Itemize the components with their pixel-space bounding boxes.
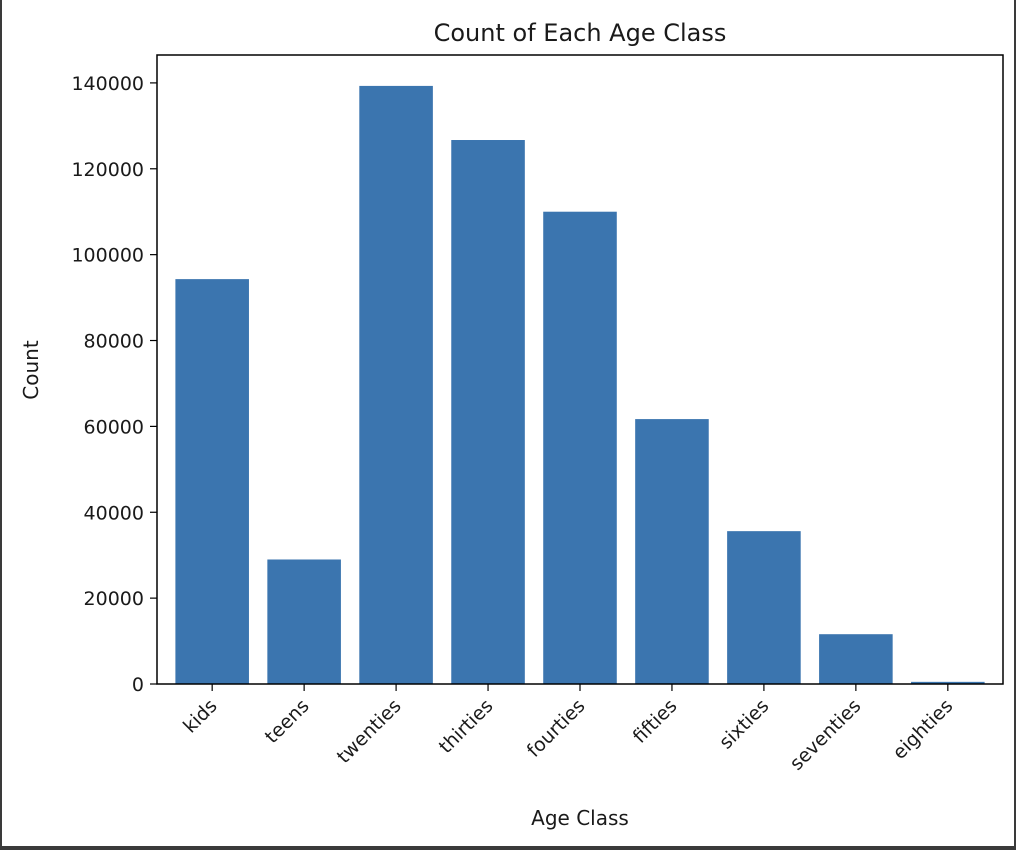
x-tick-label-teens: teens <box>261 695 314 748</box>
x-tick-label-fourties: fourties <box>523 695 590 762</box>
x-tick-label-kids: kids <box>179 695 222 738</box>
chart-title: Count of Each Age Class <box>434 19 727 47</box>
bar-fifties <box>635 419 709 684</box>
x-tick-label-twenties: twenties <box>333 695 406 768</box>
bar-fourties <box>543 211 617 684</box>
x-tick-label-thirties: thirties <box>435 695 498 758</box>
y-tick-label: 20000 <box>84 588 144 610</box>
bar-kids <box>175 279 249 684</box>
bar-teens <box>267 559 341 684</box>
plot-frame <box>156 54 1004 685</box>
bar-seventies <box>819 634 893 684</box>
bar-thirties <box>451 140 525 684</box>
bar-sixties <box>727 531 801 684</box>
y-tick-label: 80000 <box>84 331 144 353</box>
x-tick-label-eighties: eighties <box>888 695 957 764</box>
y-tick-label: 120000 <box>71 159 144 181</box>
x-axis-ticks: kids teens twenties thirties fourties fifties… <box>179 684 957 775</box>
y-axis-ticks: 0 20000 40000 60000 80000 100000 120000 140000 <box>71 73 157 696</box>
y-tick-label: 60000 <box>84 416 144 438</box>
x-axis-title: Age Class <box>531 806 629 830</box>
bar-twenties <box>359 85 433 684</box>
bar-eighties <box>911 681 985 684</box>
y-tick-label: 0 <box>132 674 144 696</box>
y-tick-label: 140000 <box>71 73 144 95</box>
bars-group <box>175 85 985 684</box>
y-tick-label: 40000 <box>84 502 144 524</box>
y-tick-label: 100000 <box>71 245 144 267</box>
x-tick-label-seventies: seventies <box>786 695 866 775</box>
x-tick-label-fifties: fifties <box>629 695 682 748</box>
y-axis-title: Count <box>19 340 43 400</box>
x-tick-label-sixties: sixties <box>715 695 774 754</box>
